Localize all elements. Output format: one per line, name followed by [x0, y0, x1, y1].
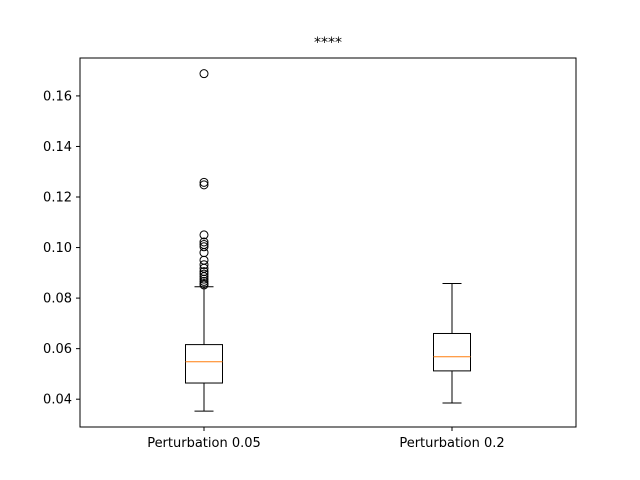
- x-axis: Perturbation 0.05 Perturbation 0.2: [147, 427, 505, 451]
- plot-area: [80, 58, 576, 427]
- chart-title: ****: [314, 35, 342, 51]
- outlier-point: [199, 240, 209, 250]
- outlier-point: [199, 177, 209, 187]
- outlier-point: [199, 180, 209, 190]
- outlier-point: [199, 242, 209, 252]
- x-tick-label: Perturbation 0.2: [399, 436, 504, 451]
- outlier-point: [199, 237, 209, 247]
- box-iqr: [433, 332, 471, 372]
- box-group: [185, 69, 223, 412]
- y-tick-label: 0.16: [43, 89, 72, 104]
- y-tick-label: 0.10: [43, 241, 72, 256]
- x-tick-label: Perturbation 0.05: [147, 436, 261, 451]
- outlier-point: [199, 276, 209, 286]
- box-iqr: [185, 344, 223, 384]
- y-tick-label: 0.12: [43, 191, 72, 206]
- y-tick-label: 0.04: [43, 393, 72, 408]
- outlier-point: [199, 230, 209, 240]
- outlier-point: [199, 260, 209, 270]
- y-tick-label: 0.14: [43, 140, 72, 155]
- outlier-point: [199, 69, 209, 79]
- y-tick-label: 0.08: [43, 292, 72, 307]
- y-axis: 0.04 0.06 0.08 0.10 0.12 0.14 0.16: [43, 89, 80, 408]
- y-tick-label: 0.06: [43, 342, 72, 357]
- outlier-point: [199, 269, 209, 279]
- box-group: [433, 282, 471, 404]
- plot-frame: [79, 57, 577, 428]
- boxes-layer: [185, 69, 471, 412]
- outlier-point: [199, 267, 209, 277]
